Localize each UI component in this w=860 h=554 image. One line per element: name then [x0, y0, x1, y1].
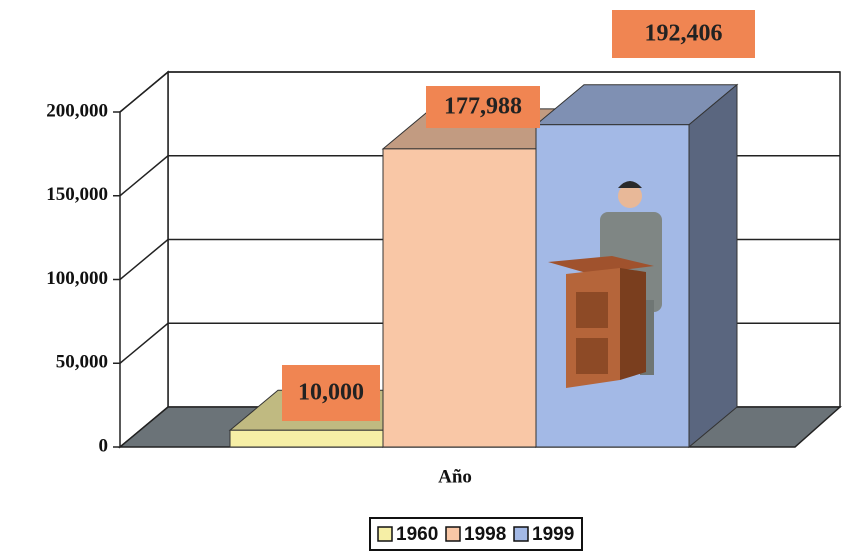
legend-label: 1999 [532, 524, 574, 545]
y-tick-label: 0 [99, 435, 109, 456]
legend-swatch [513, 526, 529, 542]
value-label-box [426, 86, 540, 128]
value-label-box [612, 10, 755, 58]
y-tick-label: 50,000 [56, 352, 108, 373]
x-axis-label: Año [438, 466, 472, 487]
value-label: 192,406 [645, 21, 723, 47]
y-tick-label: 200,000 [46, 100, 108, 121]
bar [382, 148, 537, 448]
legend-swatch [445, 526, 461, 542]
legend-label: 1960 [396, 524, 438, 545]
legend-box [369, 517, 583, 551]
bar [229, 429, 384, 448]
y-tick-label: 100,000 [46, 268, 108, 289]
speaker-illustration [548, 181, 662, 388]
value-label-box [282, 365, 380, 421]
legend-label: 1998 [464, 524, 506, 545]
value-label: 177,988 [444, 94, 522, 120]
y-tick-label: 150,000 [46, 184, 108, 205]
legend-swatch [377, 526, 393, 542]
grid-line [119, 71, 840, 113]
value-label: 10,000 [298, 380, 364, 406]
bar-side [688, 83, 738, 449]
